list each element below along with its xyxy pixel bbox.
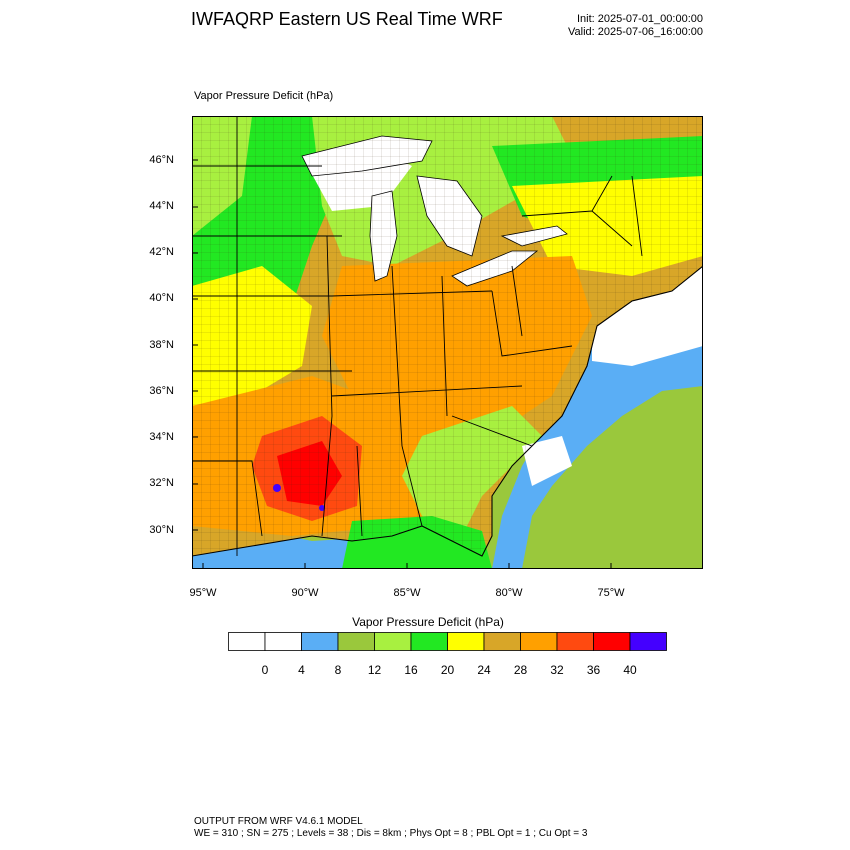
county-lines: [192, 116, 703, 556]
lat-label-46n: 46°N: [149, 154, 174, 166]
colorbar-label: 8: [334, 663, 342, 677]
colorbar-label: 16: [404, 663, 418, 677]
colorbar-label: 36: [586, 663, 601, 677]
colorbar-label: 40: [623, 663, 637, 677]
colorbar-box: [410, 632, 448, 651]
lon-label-95w: 95°W: [189, 587, 217, 599]
state-boundaries: [192, 116, 643, 556]
footer-line-2: WE = 310 ; SN = 275 ; Levels = 38 ; Dis …: [194, 828, 588, 839]
colorbar-box: [264, 632, 302, 651]
colorbar-box: [520, 632, 558, 651]
colorbar-box: [556, 632, 594, 651]
lat-label-38n: 38°N: [149, 339, 174, 351]
colorbar-label: 0: [261, 663, 269, 677]
init-time: Init: 2025-07-01_00:00:00: [577, 13, 703, 25]
lon-label-75w: 75°W: [597, 587, 625, 599]
lon-label-90w: 90°W: [291, 587, 319, 599]
colorbar-box: [228, 632, 266, 651]
lat-label-42n: 42°N: [149, 246, 174, 258]
colorbar-box: [337, 632, 375, 651]
plot-title: IWFAQRP Eastern US Real Time WRF: [191, 9, 503, 29]
valid-time: Valid: 2025-07-06_16:00:00: [568, 26, 703, 38]
colorbar: [228, 632, 667, 651]
colorbar-label: 12: [367, 663, 382, 677]
model-footer: OUTPUT FROM WRF V4.6.1 MODEL WE = 310 ; …: [194, 816, 587, 840]
colorbar-label: 32: [550, 663, 564, 677]
colorbar-label: 24: [477, 663, 491, 677]
colorbar-box: [483, 632, 521, 651]
colorbar-box: [593, 632, 631, 651]
lat-label-34n: 34°N: [149, 431, 174, 443]
colorbar-box: [301, 632, 339, 651]
map-ticks: [192, 159, 612, 569]
atlantic-blue: [492, 341, 703, 569]
lat-label-32n: 32°N: [149, 477, 174, 489]
footer-line-1: OUTPUT FROM WRF V4.6.1 MODEL: [194, 816, 363, 827]
map-frame: [192, 116, 703, 569]
vpd-map: [192, 116, 703, 569]
colorbar-label: 4: [298, 663, 305, 677]
colorbar-label: 28: [513, 663, 528, 677]
colorbar-title: Vapor Pressure Deficit (hPa): [352, 615, 504, 629]
colorbar-box: [629, 632, 667, 651]
lat-label-30n: 30°N: [149, 524, 174, 536]
lon-label-80w: 80°W: [495, 587, 523, 599]
carolina-coast-white: [522, 436, 572, 486]
lat-label-44n: 44°N: [149, 200, 174, 212]
field-label: Vapor Pressure Deficit (hPa): [194, 90, 334, 102]
run-times: Init: 2025-07-01_00:00:00 Valid: 2025-07…: [540, 13, 703, 39]
colorbar-box: [374, 632, 412, 651]
lon-label-85w: 85°W: [393, 587, 421, 599]
colorbar-label: 20: [440, 663, 455, 677]
colorbar-box: [447, 632, 485, 651]
lat-label-40n: 40°N: [149, 292, 174, 304]
coastline: [192, 265, 703, 557]
lat-label-36n: 36°N: [149, 385, 174, 397]
